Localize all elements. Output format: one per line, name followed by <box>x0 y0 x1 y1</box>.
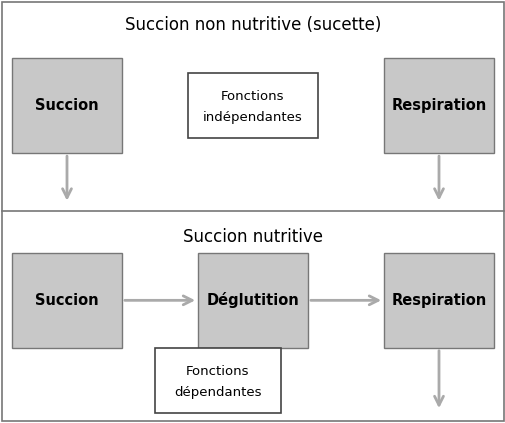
Text: Succion: Succion <box>35 98 98 113</box>
Text: Respiration: Respiration <box>390 293 486 308</box>
Bar <box>197 253 308 348</box>
Text: indépendantes: indépendantes <box>203 111 302 124</box>
Text: Succion non nutritive (sucette): Succion non nutritive (sucette) <box>125 16 380 34</box>
Bar <box>12 58 122 153</box>
Text: Fonctions: Fonctions <box>186 365 249 378</box>
Text: Succion nutritive: Succion nutritive <box>183 228 322 246</box>
Text: Fonctions: Fonctions <box>221 90 284 103</box>
Text: Succion: Succion <box>35 293 98 308</box>
Bar <box>188 73 317 138</box>
Text: Déglutition: Déglutition <box>206 292 299 308</box>
Bar <box>155 348 280 413</box>
Bar <box>383 58 493 153</box>
Text: Respiration: Respiration <box>390 98 486 113</box>
Bar <box>383 253 493 348</box>
Text: dépendantes: dépendantes <box>174 386 261 399</box>
Bar <box>12 253 122 348</box>
